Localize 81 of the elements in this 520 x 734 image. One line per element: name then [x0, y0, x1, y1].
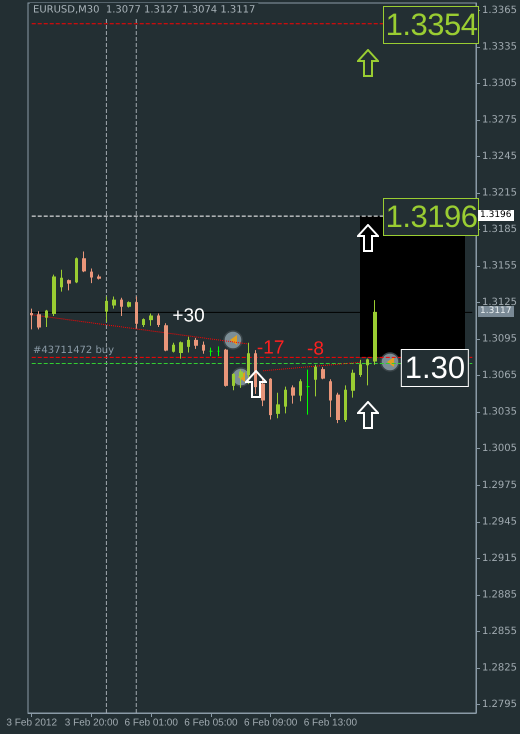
candlestick: [37, 310, 41, 330]
chart-title: EURUSD,M30 1.3077 1.3127 1.3074 1.3117: [33, 4, 256, 16]
x-tick-label: 6 Feb 01:00: [124, 718, 178, 728]
ref-line-label: 1.3196: [382, 198, 480, 236]
candlestick: [224, 348, 228, 388]
text: 1.3196: [480, 210, 512, 220]
y-tick-label: 1.3215: [482, 187, 517, 198]
y-tick-label: 1.3095: [482, 334, 517, 345]
y-tick-label: 1.2795: [482, 698, 517, 710]
candlestick: [149, 313, 153, 326]
candlestick: [269, 378, 272, 420]
candlestick: [127, 300, 131, 308]
x-tick-label: 3 Feb 20:00: [64, 718, 119, 728]
candlestick: [30, 308, 33, 330]
y-tick-label: 1.2885: [482, 589, 517, 600]
candlestick: [351, 369, 355, 398]
candlestick: [329, 378, 332, 418]
y-tick-label: 1.2945: [482, 516, 517, 528]
candlestick: [45, 309, 48, 328]
candlestick: [120, 297, 123, 316]
candlestick: [67, 278, 71, 291]
candlestick: [97, 274, 101, 280]
x-tick-label: 3 Feb 2012: [6, 718, 58, 728]
candlestick: [179, 341, 183, 360]
candlestick: [284, 386, 287, 414]
candlestick: [142, 318, 145, 328]
y-tick-label: 1.3275: [482, 114, 517, 126]
candlestick: [232, 372, 235, 391]
candlestick: [217, 346, 220, 357]
y-tick-label: 1.3035: [482, 406, 517, 418]
candlestick: [157, 313, 160, 328]
candlestick: [314, 364, 317, 397]
candlestick: [90, 268, 93, 284]
candlestick: [187, 336, 190, 354]
y-tick-label: 1.2915: [482, 552, 517, 564]
x-tick-label: 6 Feb 05:00: [184, 718, 238, 728]
y-tick-label: 1.2975: [482, 480, 517, 491]
candlestick: [247, 342, 250, 385]
candlestick: [373, 300, 377, 366]
candlestick: [359, 359, 362, 378]
candlestick: [344, 384, 347, 422]
candlestick: [194, 337, 198, 350]
candlestick: [291, 384, 295, 404]
candlestick: [112, 296, 116, 310]
candlestick: [82, 250, 86, 273]
annotation: -17: [256, 338, 284, 359]
candlestick: [164, 322, 168, 352]
y-tick-label: 1.2855: [482, 626, 517, 637]
candlestick: [276, 392, 280, 419]
candlestick: [254, 350, 257, 394]
ref-line-label: 1.3354: [382, 6, 480, 44]
annotation: -8: [307, 338, 324, 360]
candlestick: [366, 358, 369, 386]
annotation: 1.30: [400, 349, 470, 388]
candlestick: [135, 296, 138, 329]
candlestick: [202, 341, 205, 354]
candlestick: [105, 296, 108, 323]
ref-line-label: #43711472 buy: [33, 345, 114, 356]
y-tick-label: 1.2825: [482, 662, 517, 674]
candlestick: [52, 274, 56, 316]
y-tick-label: 1.3365: [482, 4, 517, 16]
y-tick-label: 1.3185: [482, 224, 517, 236]
candlestick: [60, 269, 63, 292]
y-tick-label: 1.3065: [482, 370, 517, 382]
ref-line-label: 1.3117: [478, 306, 514, 318]
candlestick: [321, 366, 325, 380]
y-tick-label: 1.3245: [482, 150, 517, 162]
candlestick: [209, 347, 213, 357]
candlestick: [336, 392, 340, 424]
y-tick-label: 1.3335: [482, 41, 517, 52]
x-tick-label: 6 Feb 13:00: [304, 718, 358, 728]
y-tick-label: 1.3305: [482, 78, 517, 89]
y-tick-label: 1.3005: [482, 443, 517, 454]
x-tick-label: 6 Feb 09:00: [244, 718, 298, 728]
candlestick: [299, 378, 302, 402]
y-tick-label: 1.3155: [482, 260, 517, 272]
candlestick: [306, 369, 310, 416]
candlestick: [172, 342, 175, 354]
annotation: +30: [172, 305, 205, 326]
candlestick: [75, 257, 78, 284]
candlestick: [261, 378, 265, 407]
